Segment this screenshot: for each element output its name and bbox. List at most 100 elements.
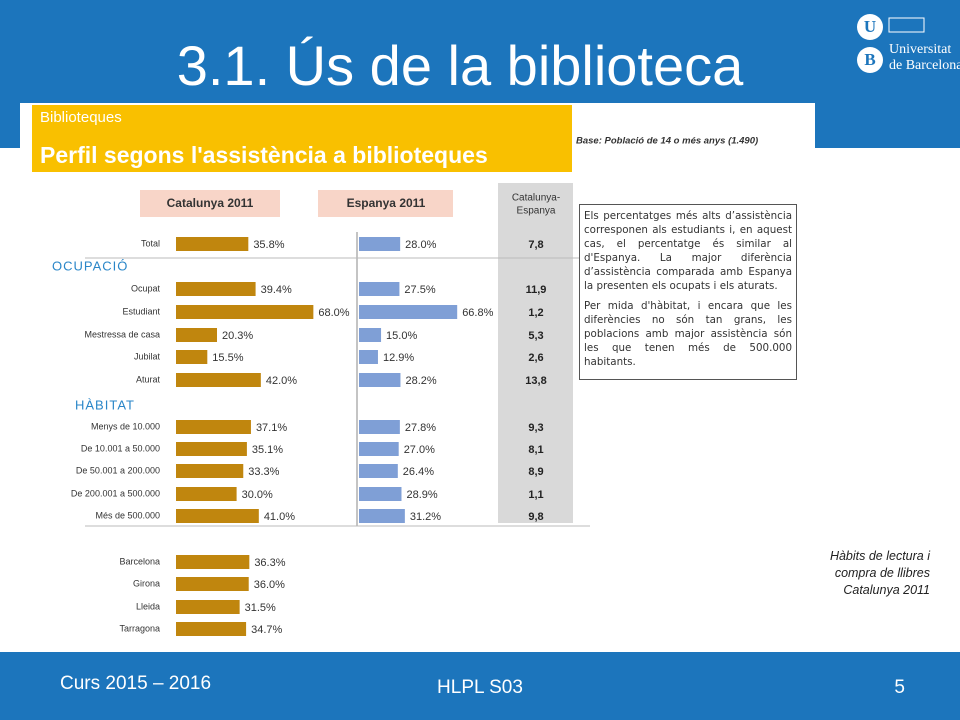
bar xyxy=(359,373,401,387)
difference-label: 8,9 xyxy=(528,466,543,478)
bar xyxy=(359,237,401,251)
category-label: Lleida xyxy=(136,601,160,611)
data-label: 31.2% xyxy=(410,511,441,523)
data-label: 15.5% xyxy=(212,352,243,364)
logo-building xyxy=(888,17,925,33)
group-label: HÀBITAT xyxy=(75,397,135,412)
legend-label: Catalunya 2011 xyxy=(167,196,254,210)
category-label: Girona xyxy=(133,578,160,588)
data-label: 30.0% xyxy=(242,489,273,501)
data-label: 27.5% xyxy=(404,284,435,296)
bar xyxy=(359,282,400,296)
category-label: De 10.001 a 50.000 xyxy=(81,443,160,453)
category-label: Jubilat xyxy=(134,351,161,361)
difference-column xyxy=(498,183,573,523)
difference-label: 7,8 xyxy=(528,239,543,251)
category-label: Menys de 10.000 xyxy=(91,421,160,431)
category-label: De 50.001 a 200.000 xyxy=(76,465,160,475)
bar xyxy=(359,487,402,501)
category-label: Ocupat xyxy=(131,283,161,293)
bar xyxy=(176,600,240,614)
logo-circle xyxy=(857,47,883,73)
difference-label: 11,9 xyxy=(526,284,547,296)
bar xyxy=(359,305,458,319)
category-label: Aturat xyxy=(136,374,161,384)
category-label: Tarragona xyxy=(119,623,160,633)
legend-box xyxy=(318,190,453,217)
category-label: Mestressa de casa xyxy=(84,329,160,339)
difference-label: 13,8 xyxy=(525,375,546,387)
chart-title: Perfil segons l'assistència a bibliotequ… xyxy=(40,142,488,168)
data-label: 35.1% xyxy=(252,444,283,456)
data-label: 42.0% xyxy=(266,375,297,387)
data-label: 68.0% xyxy=(318,307,349,319)
data-label: 27.0% xyxy=(404,444,435,456)
data-label: 31.5% xyxy=(245,602,276,614)
difference-label: 8,1 xyxy=(528,444,543,456)
chart-supertitle: Biblioteques xyxy=(40,109,122,126)
header-box xyxy=(32,105,572,172)
footer-center: HLPL S03 xyxy=(437,677,523,698)
bar xyxy=(176,509,259,523)
bar xyxy=(176,305,314,319)
data-label: 28.9% xyxy=(406,489,437,501)
data-label: 41.0% xyxy=(264,511,295,523)
footer-left: Curs 2015 – 2016 xyxy=(60,673,211,694)
bar xyxy=(176,282,256,296)
source-note: Hàbits de lectura i compra de llibres Ca… xyxy=(829,549,930,597)
bar xyxy=(176,237,249,251)
data-label: 27.8% xyxy=(405,422,436,434)
bar xyxy=(176,420,251,434)
legend-label: Espanya 2011 xyxy=(347,196,426,210)
difference-label: 9,8 xyxy=(528,511,543,523)
difference-label: 1,2 xyxy=(528,307,543,319)
bar xyxy=(359,442,399,456)
data-label: 36.3% xyxy=(254,557,285,569)
bar xyxy=(176,328,218,342)
bar xyxy=(176,350,208,364)
legend-box xyxy=(140,190,280,217)
logo-letter: B xyxy=(864,50,875,69)
bar xyxy=(176,555,250,569)
data-label: 20.3% xyxy=(222,330,253,342)
category-label: Total xyxy=(141,238,160,248)
page-number: 5 xyxy=(894,677,905,698)
bar xyxy=(359,350,378,364)
difference-header: Espanya xyxy=(517,206,556,217)
bar xyxy=(359,509,405,523)
logo-name: Universitat xyxy=(889,42,951,57)
content-area xyxy=(0,148,960,652)
logo-name: de Barcelona xyxy=(889,58,960,73)
difference-label: 5,3 xyxy=(528,330,543,342)
data-label: 15.0% xyxy=(386,330,417,342)
data-label: 36.0% xyxy=(254,579,285,591)
bar xyxy=(176,577,249,591)
data-label: 26.4% xyxy=(403,466,434,478)
bar xyxy=(359,420,400,434)
data-label: 12.9% xyxy=(383,352,414,364)
bar xyxy=(176,442,247,456)
bar xyxy=(176,464,244,478)
base-note: Base: Població de 14 o més anys (1.490) xyxy=(576,136,758,147)
slide-title: 3.1. Ús de la biblioteca xyxy=(177,34,744,97)
data-label: 66.8% xyxy=(462,307,493,319)
data-label: 33.3% xyxy=(248,466,279,478)
data-label: 37.1% xyxy=(256,422,287,434)
logo-letter: U xyxy=(864,17,876,36)
difference-label: 2,6 xyxy=(528,352,543,364)
data-label: 35.8% xyxy=(253,239,284,251)
data-label: 34.7% xyxy=(251,624,282,636)
bar xyxy=(176,487,237,501)
commentary-paragraph: Els percentatges més alts d’assistència … xyxy=(584,210,792,292)
category-label: Estudiant xyxy=(122,306,160,316)
bar xyxy=(359,328,382,342)
bar xyxy=(176,373,261,387)
data-label: 28.0% xyxy=(405,239,436,251)
group-label: OCUPACIÓ xyxy=(52,258,128,273)
difference-label: 1,1 xyxy=(528,489,543,501)
category-label: Barcelona xyxy=(119,556,160,566)
data-label: 28.2% xyxy=(405,375,436,387)
bar xyxy=(176,622,247,636)
